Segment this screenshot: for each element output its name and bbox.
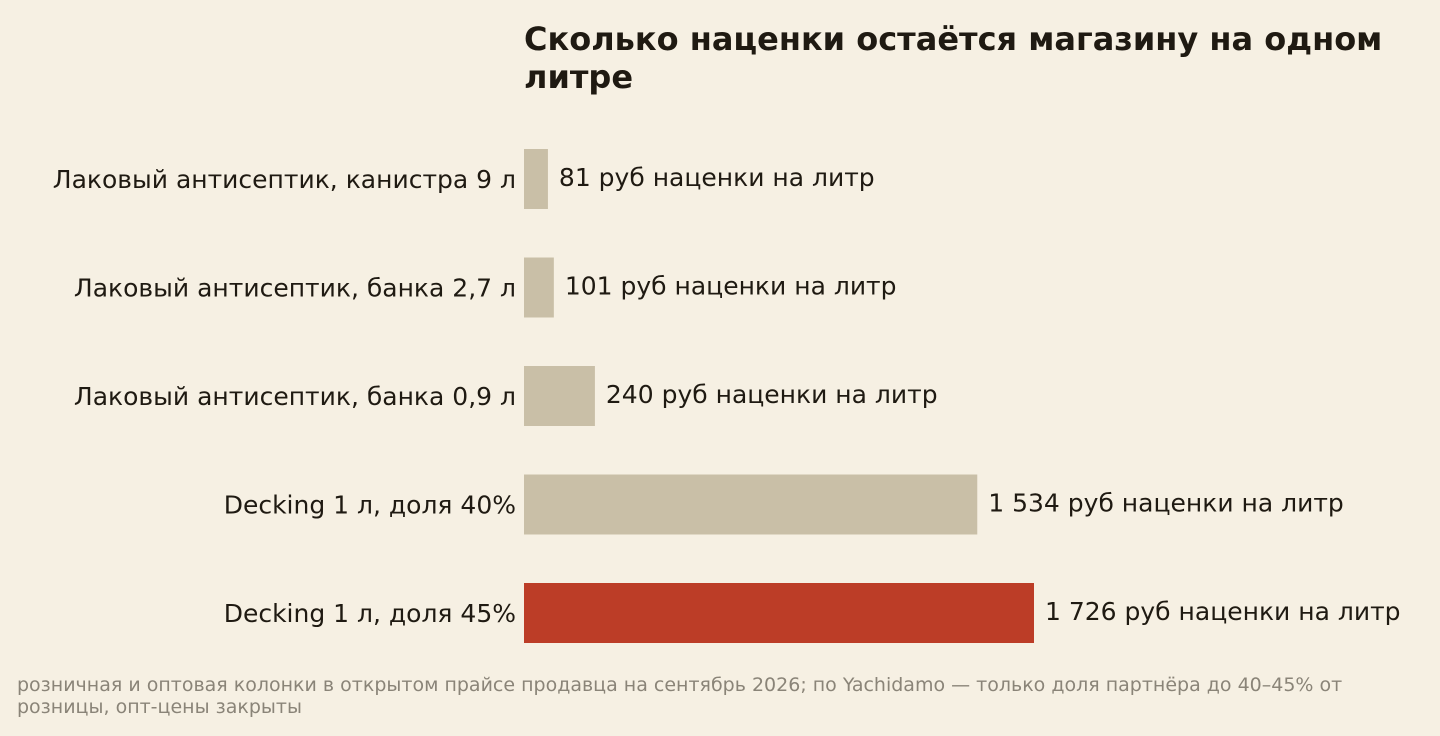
bars-layer: Лаковый антисептик, канистра 9 л 81 руб н… bbox=[53, 149, 1401, 643]
chart-source-note: розничная и оптовая колонки в открытом п… bbox=[17, 674, 1343, 718]
bar-1 bbox=[524, 149, 548, 209]
category-label-1: Лаковый антисептик, канистра 9 л bbox=[53, 165, 516, 194]
category-label-4: Decking 1 л, доля 40% bbox=[224, 491, 516, 520]
value-label-1: 81 руб наценки на литр bbox=[559, 163, 875, 192]
bar-5 bbox=[524, 583, 1034, 643]
category-label-2: Лаковый антисептик, банка 2,7 л bbox=[74, 274, 516, 303]
category-label-5: Decking 1 л, доля 45% bbox=[224, 599, 516, 628]
chart-title: Сколько наценки остаётся магазину на одн… bbox=[524, 20, 1383, 96]
value-label-4: 1 534 руб наценки на литр bbox=[988, 489, 1344, 518]
bar-4 bbox=[524, 474, 978, 535]
value-label-2: 101 руб наценки на литр bbox=[565, 272, 897, 301]
category-label-3: Лаковый антисептик, банка 0,9 л bbox=[74, 382, 516, 411]
bar-3 bbox=[524, 366, 595, 426]
bar-2 bbox=[524, 257, 554, 318]
value-label-3: 240 руб наценки на литр bbox=[606, 380, 938, 409]
value-label-5: 1 726 руб наценки на литр bbox=[1045, 597, 1401, 626]
